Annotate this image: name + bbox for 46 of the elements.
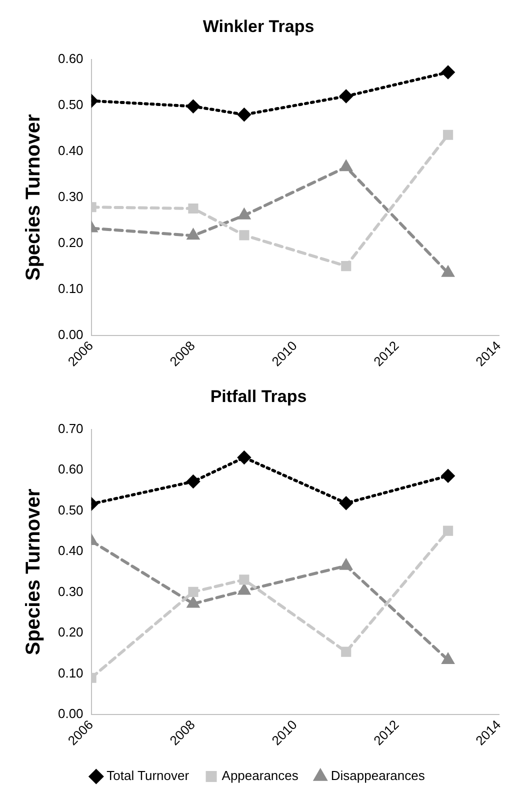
point — [186, 100, 200, 113]
point — [188, 203, 198, 214]
point — [238, 451, 251, 464]
point — [238, 108, 251, 122]
point — [238, 584, 250, 595]
y-tick-label: 0.20 — [58, 235, 84, 250]
y-tick-label: 0.40 — [58, 543, 84, 558]
y-tick-label: 0.00 — [58, 327, 84, 342]
y-tick-label: 0.10 — [58, 281, 84, 296]
point — [187, 597, 200, 608]
y-axis-title: Species Turnover — [22, 488, 45, 656]
y-tick-label: 0.70 — [58, 420, 84, 436]
point — [442, 653, 454, 664]
point — [188, 586, 198, 597]
point — [186, 475, 200, 488]
y-tick-label: 0.60 — [58, 462, 84, 477]
point — [340, 559, 352, 570]
point — [341, 260, 352, 272]
y-tick-label: 0.40 — [58, 143, 84, 158]
chart-title: Pitfall Traps — [210, 386, 307, 406]
legend-label: Appearances — [222, 768, 299, 784]
point — [341, 646, 352, 657]
point — [340, 496, 353, 510]
legend-label: Disappearances — [330, 768, 426, 784]
y-tick-label: 0.30 — [58, 189, 84, 204]
y-tick-label: 0.10 — [58, 665, 84, 680]
y-tick-label: 0.20 — [58, 624, 84, 640]
point — [239, 230, 250, 240]
y-axis-title: Species Turnover — [22, 114, 45, 281]
y-tick-label: 0.60 — [58, 50, 84, 66]
chart-title: Winkler Traps — [202, 16, 314, 36]
point — [443, 526, 454, 536]
y-tick-label: 0.00 — [58, 706, 84, 722]
y-tick-label: 0.30 — [58, 584, 84, 599]
point — [442, 266, 454, 277]
point — [442, 66, 455, 79]
point — [340, 90, 353, 103]
point — [443, 130, 454, 140]
point — [187, 229, 200, 240]
point — [442, 469, 455, 482]
y-tick-label: 0.50 — [58, 97, 84, 112]
y-tick-label: 0.50 — [58, 502, 84, 518]
point — [239, 574, 250, 585]
point — [340, 160, 352, 172]
legend-label: Total Turnover — [106, 768, 190, 784]
point — [238, 208, 250, 220]
